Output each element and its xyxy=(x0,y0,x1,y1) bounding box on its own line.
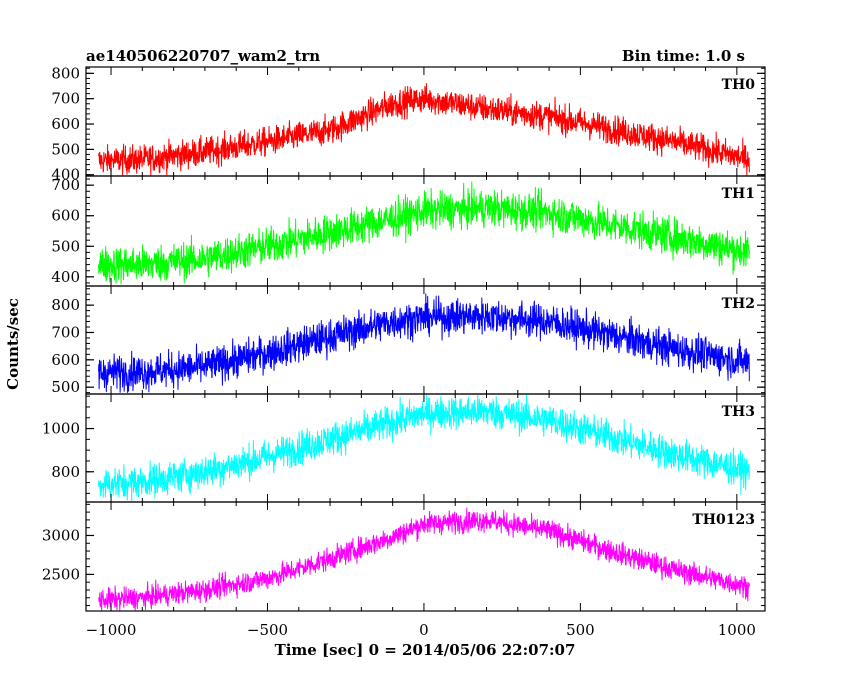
panel-label: TH0123 xyxy=(692,512,755,528)
series-line-th2 xyxy=(98,293,750,394)
y-tick-label: 800 xyxy=(51,296,80,314)
panel-label: TH2 xyxy=(722,296,755,312)
panel-th0: 400 500 600 700 800 TH0 xyxy=(51,64,766,184)
x-tick-label: −500 xyxy=(247,621,288,639)
series-line-th0 xyxy=(98,82,750,176)
panel-label: TH3 xyxy=(722,404,755,420)
y-tick-label: 400 xyxy=(51,166,80,184)
y-tick-label: 700 xyxy=(51,323,80,341)
y-tick-label: 400 xyxy=(51,268,80,286)
x-axis-label: Time [sec] 0 = 2014/05/06 22:07:07 xyxy=(275,641,576,659)
panel-th0123: 2500 3000 TH0123 xyxy=(42,501,766,612)
series-line-th0123 xyxy=(98,507,750,611)
x-tick-label: −1000 xyxy=(86,621,137,639)
y-tick-label: 600 xyxy=(51,115,80,133)
panels-group: 400 500 600 700 800 TH0 400 500 600 700 TH1 500 600 7… xyxy=(42,64,766,612)
series-line-th1 xyxy=(98,181,750,285)
y-tick-label: 600 xyxy=(51,351,80,369)
chart-title-left: ae140506220707_wam2_trn xyxy=(86,47,320,65)
panel-th1: 400 500 600 700 TH1 xyxy=(51,175,766,287)
y-tick-label: 2500 xyxy=(42,565,80,583)
y-tick-label: 600 xyxy=(51,207,80,225)
y-tick-label: 500 xyxy=(51,237,80,255)
x-tick-label: 0 xyxy=(419,621,429,639)
y-tick-label: 1000 xyxy=(42,420,80,438)
y-tick-label: 500 xyxy=(51,140,80,158)
y-tick-label: 700 xyxy=(51,176,80,194)
x-tick-label: 1000 xyxy=(718,621,756,639)
x-tick-label: 500 xyxy=(566,621,595,639)
panel-frame xyxy=(85,501,766,612)
chart-title-right: Bin time: 1.0 s xyxy=(622,47,745,65)
panel-label: TH1 xyxy=(722,186,755,202)
panel-label: TH0 xyxy=(722,77,756,93)
y-tick-label: 800 xyxy=(51,64,80,82)
panel-th2: 500 600 700 800 TH2 xyxy=(51,285,766,396)
y-tick-label: 800 xyxy=(51,463,80,481)
panel-th3: 800 1000 TH3 xyxy=(42,393,766,503)
x-axis-ticks: −1000 −500 0 500 1000 xyxy=(86,621,756,639)
series-line-th3 xyxy=(98,394,750,502)
y-tick-label: 700 xyxy=(51,90,80,108)
y-tick-label: 500 xyxy=(51,378,80,396)
y-axis-label: Counts/sec xyxy=(4,298,22,390)
y-tick-label: 3000 xyxy=(42,526,80,544)
